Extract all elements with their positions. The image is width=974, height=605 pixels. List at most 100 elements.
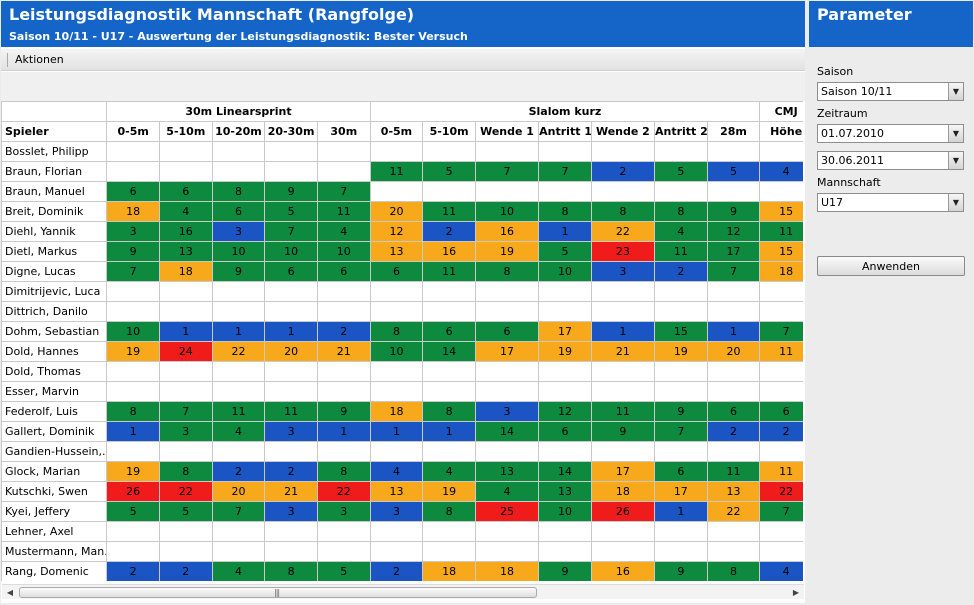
chevron-down-icon[interactable]: ▼ <box>948 152 963 169</box>
chevron-down-icon[interactable]: ▼ <box>948 194 963 211</box>
arrow-left-icon[interactable]: ◀ <box>6 588 14 597</box>
actions-menu[interactable]: Aktionen <box>15 53 64 66</box>
table-row[interactable]: Rang, Domenic 2 2 4 8 5 2 18 18 9 16 9 8 4 <box>1 561 803 581</box>
chevron-down-icon[interactable]: ▼ <box>948 125 963 142</box>
rank-cell: 26 <box>106 481 160 502</box>
table-row[interactable]: Braun, Manuel 6 6 8 9 7 <box>1 181 803 202</box>
rank-cell: 13 <box>538 481 592 502</box>
column-header[interactable]: 20-30m <box>264 121 318 142</box>
rank-cell: 3 <box>474 401 540 422</box>
rank-cell: 1 <box>422 421 476 442</box>
rank-cell <box>264 281 318 302</box>
rank-cell <box>369 361 424 382</box>
rank-cell <box>316 141 371 162</box>
rank-cell: 9 <box>106 241 160 262</box>
column-header[interactable]: Antritt 2 <box>653 121 708 142</box>
rank-cell <box>538 281 592 302</box>
rank-cell: 9 <box>706 201 761 222</box>
table-row[interactable]: Dohm, Sebastian 10 1 1 1 2 8 6 6 17 1 15 1 7 <box>1 321 803 342</box>
horizontal-scrollbar[interactable]: ◀ ||| ▶ <box>2 584 804 599</box>
table-row[interactable]: Breit, Dominik 18 4 6 5 11 20 11 10 8 8 8 9 15 <box>1 201 803 222</box>
rank-cell <box>422 361 476 382</box>
rank-cell: 13 <box>706 481 761 502</box>
scrollbar-thumb[interactable]: ||| <box>19 587 537 598</box>
table-row[interactable]: Braun, Florian 11 5 7 7 2 5 5 4 <box>1 161 803 182</box>
table-row[interactable]: Gallert, Dominik 1 3 4 3 1 1 1 14 6 9 7 2 2 <box>1 421 803 442</box>
column-header[interactable]: Höhe <box>759 121 803 142</box>
rank-cell: 18 <box>759 261 803 282</box>
rank-cell <box>264 521 318 542</box>
rank-cell <box>474 441 540 462</box>
rank-cell: 2 <box>316 321 371 342</box>
date-from-value: 01.07.2010 <box>821 127 884 140</box>
table-row[interactable]: Bosslet, Philipp <box>1 141 803 162</box>
rank-cell: 20 <box>264 341 318 362</box>
rank-cell <box>106 301 160 322</box>
column-header[interactable]: 5-10m <box>422 121 476 142</box>
grip-icon: ||| <box>274 588 280 597</box>
column-header[interactable]: Wende 1 <box>474 121 540 142</box>
table-row[interactable]: Esser, Marvin <box>1 381 803 402</box>
table-row[interactable]: Dimitrijevic, Luca <box>1 281 803 302</box>
column-header[interactable]: 28m <box>706 121 761 142</box>
table-row[interactable]: Kutschki, Swen 26 22 20 21 22 13 19 4 13 18 17 13 22 <box>1 481 803 502</box>
rank-cell: 21 <box>590 341 655 362</box>
rank-cell: 18 <box>158 261 213 282</box>
column-header[interactable]: 30m <box>316 121 371 142</box>
table-row[interactable]: Digne, Lucas 7 18 9 6 6 6 11 8 10 3 2 7 18 <box>1 261 803 282</box>
date-to-field[interactable]: 30.06.2011 ▼ <box>817 151 964 170</box>
column-header[interactable]: Antritt 1 <box>538 121 592 142</box>
rank-cell: 14 <box>538 461 592 482</box>
rank-cell <box>590 281 655 302</box>
rank-cell: 3 <box>264 421 318 442</box>
rank-cell: 11 <box>759 341 803 362</box>
table-row[interactable]: Gandien-Hussein,... <box>1 441 803 462</box>
rank-cell: 7 <box>264 221 318 242</box>
rank-cell <box>653 141 708 162</box>
arrow-right-icon[interactable]: ▶ <box>792 588 800 597</box>
table-row[interactable]: Dold, Thomas <box>1 361 803 382</box>
rank-cell <box>538 301 592 322</box>
column-header[interactable]: 5-10m <box>158 121 213 142</box>
date-to-value: 30.06.2011 <box>821 154 884 167</box>
rank-cell <box>590 361 655 382</box>
rank-cell: 11 <box>316 201 371 222</box>
table-row[interactable]: Dold, Hannes 19 24 22 20 21 10 14 17 19 21 19 20 11 <box>1 341 803 362</box>
rank-cell <box>316 521 371 542</box>
rank-cell: 2 <box>264 461 318 482</box>
rank-cell: 11 <box>369 161 424 182</box>
table-row[interactable]: Diehl, Yannik 3 16 3 7 4 12 2 16 1 22 4 12 11 <box>1 221 803 242</box>
rank-cell: 7 <box>474 161 540 182</box>
rank-cell: 4 <box>211 561 266 581</box>
main-panel: Leistungsdiagnostik Mannschaft (Rangfolg… <box>1 1 805 603</box>
column-header[interactable]: 0-5m <box>369 121 424 142</box>
table-row[interactable]: Dietl, Markus 9 13 10 10 10 13 16 19 5 23 11 17 15 <box>1 241 803 262</box>
date-from-field[interactable]: 01.07.2010 ▼ <box>817 124 964 143</box>
table-row[interactable]: Kyei, Jeffery 5 5 7 3 3 3 8 25 10 26 1 22 7 <box>1 501 803 522</box>
table-row[interactable]: Mustermann, Man... <box>1 541 803 562</box>
player-name: Dietl, Markus <box>1 241 108 262</box>
player-name: Rang, Domenic <box>1 561 108 581</box>
player-name: Federolf, Luis <box>1 401 108 422</box>
column-header[interactable]: 0-5m <box>106 121 160 142</box>
column-header[interactable]: Spieler <box>1 121 108 142</box>
table-row[interactable]: Dittrich, Danilo <box>1 301 803 322</box>
saison-select[interactable]: Saison 10/11 ▼ <box>817 82 964 101</box>
rank-cell <box>474 301 540 322</box>
table-row[interactable]: Federolf, Luis 8 7 11 11 9 18 8 3 12 11 9 6 6 <box>1 401 803 422</box>
mannschaft-select[interactable]: U17 ▼ <box>817 193 964 212</box>
ranking-grid[interactable]: 30m Linearsprint Slalom kurz CMJ Spieler 0-… <box>1 101 803 581</box>
rank-cell: 13 <box>474 461 540 482</box>
apply-button[interactable]: Anwenden <box>817 256 965 276</box>
rank-cell: 6 <box>264 261 318 282</box>
chevron-down-icon[interactable]: ▼ <box>948 83 963 100</box>
toolbar: Aktionen <box>1 49 805 71</box>
column-header[interactable]: 10-20m <box>211 121 266 142</box>
rank-cell: 14 <box>422 341 476 362</box>
rank-cell: 5 <box>264 201 318 222</box>
column-header[interactable]: Wende 2 <box>590 121 655 142</box>
rank-cell <box>538 361 592 382</box>
player-name: Braun, Manuel <box>1 181 108 202</box>
table-row[interactable]: Glock, Marian 19 8 2 2 8 4 4 13 14 17 6 11 11 <box>1 461 803 482</box>
table-row[interactable]: Lehner, Axel <box>1 521 803 542</box>
